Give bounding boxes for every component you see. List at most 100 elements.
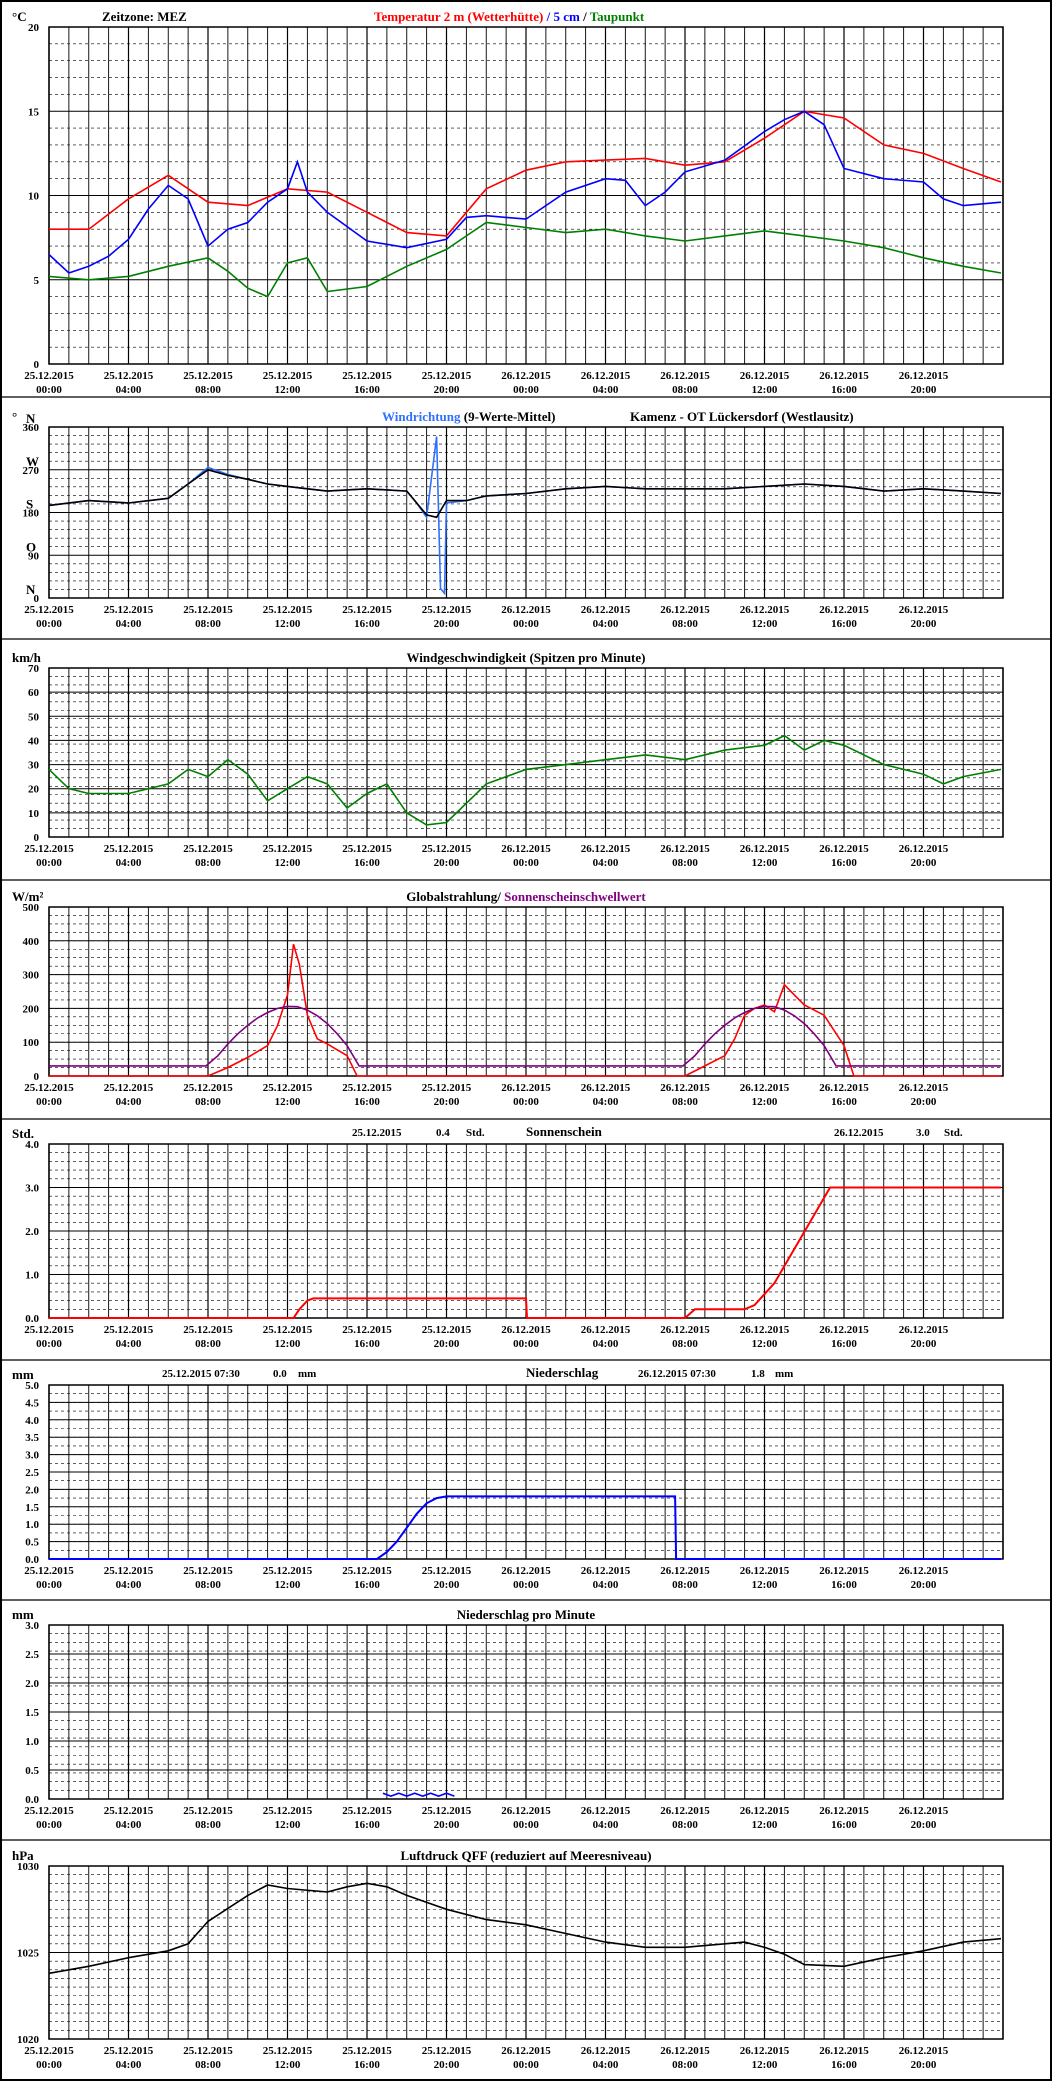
chart-temperature: 0 5 10 15 20°C 25.12.2015 00:00 25.12.2015 04:00…: [12, 9, 1004, 396]
title-part: (9-Werte-Mittel): [461, 409, 556, 424]
x-tick-date: 25.12.2015: [422, 2045, 472, 2057]
x-tick-time: 20:00: [434, 618, 460, 630]
y-tick-label: 1.0: [25, 1736, 39, 1748]
y-tick-label: 0.5: [25, 1537, 39, 1549]
title-part: Temperatur 2 m (Wetterhütte): [374, 9, 543, 24]
y-tick-label: 1.5: [25, 1502, 39, 1514]
x-tick-time: 12:00: [275, 2059, 301, 2071]
series-line: [48, 436, 1002, 596]
x-tick-time: 12:00: [275, 1338, 301, 1350]
title-part: 5 cm: [553, 9, 580, 24]
x-tick-time: 16:00: [354, 2059, 380, 2071]
series-line: [49, 110, 1002, 237]
x-tick-time: 08:00: [672, 618, 698, 630]
y-tick-label: 0.0: [25, 1794, 39, 1806]
x-tick-time: 16:00: [831, 2059, 857, 2071]
x-tick-date: 25.12.2015: [104, 1324, 154, 1336]
x-tick-date: 26.12.2015: [740, 1324, 790, 1336]
x-tick-date: 26.12.2015: [899, 2045, 949, 2057]
x-tick-time: 20:00: [434, 2059, 460, 2071]
x-tick-date: 25.12.2015: [263, 1565, 313, 1577]
x-tick-date: 26.12.2015: [819, 1805, 869, 1817]
x-tick-time: 12:00: [275, 857, 301, 869]
x-tick-time: 04:00: [593, 1096, 619, 1108]
x-tick-date: 26.12.2015: [899, 370, 949, 382]
x-tick-time: 08:00: [195, 618, 221, 630]
x-tick-date: 25.12.2015: [183, 1565, 233, 1577]
x-tick-date: 25.12.2015: [24, 1082, 74, 1094]
title-part: /: [580, 9, 590, 24]
x-tick-time: 00:00: [513, 857, 539, 869]
chart-wind_direction: 0 90 180 270 360 ° N W S O N 25.12.2015 00:00 25.12.2…: [12, 409, 1004, 630]
y-tick-label: 15: [28, 106, 40, 118]
x-tick-date: 26.12.2015: [581, 604, 631, 616]
chart-title: Globalstrahlung/ Sonnenscheinschwellwert: [406, 889, 646, 904]
unit-label: mm: [12, 1607, 34, 1622]
unit-label: km/h: [12, 650, 42, 665]
x-tick-date: 26.12.2015: [581, 1082, 631, 1094]
x-tick-time: 16:00: [831, 1338, 857, 1350]
x-tick-time: 16:00: [831, 618, 857, 630]
summary-unit: mm: [298, 1368, 316, 1380]
title-part: /: [496, 889, 504, 904]
x-tick-date: 26.12.2015: [581, 1324, 631, 1336]
y-tick-label: 270: [23, 465, 40, 477]
series-line: [49, 1005, 1001, 1067]
title-part: /: [543, 9, 553, 24]
series-line: [49, 1495, 1001, 1560]
y-tick-label: 5.0: [25, 1380, 39, 1392]
chart-title: Windgeschwindigkeit (Spitzen pro Minute): [407, 650, 646, 665]
x-tick-time: 12:00: [275, 1096, 301, 1108]
x-tick-time: 20:00: [911, 1819, 937, 1831]
x-tick-date: 26.12.2015: [740, 604, 790, 616]
x-tick-date: 26.12.2015: [819, 2045, 869, 2057]
x-tick-time: 12:00: [275, 1819, 301, 1831]
x-tick-time: 20:00: [911, 1579, 937, 1591]
x-tick-date: 26.12.2015: [501, 1082, 551, 1094]
chart-title: Niederschlag: [526, 1365, 599, 1380]
x-tick-time: 12:00: [752, 857, 778, 869]
x-tick-time: 04:00: [116, 2059, 142, 2071]
y-tick-label: 100: [23, 1037, 40, 1049]
x-tick-time: 00:00: [513, 1338, 539, 1350]
x-tick-date: 26.12.2015: [819, 1324, 869, 1336]
y-tick-label: 180: [23, 508, 40, 520]
x-tick-date: 25.12.2015: [183, 1324, 233, 1336]
x-tick-time: 00:00: [36, 1096, 62, 1108]
x-tick-date: 26.12.2015: [501, 1805, 551, 1817]
compass-label: S: [26, 497, 33, 512]
x-tick-time: 12:00: [752, 1579, 778, 1591]
x-tick-time: 00:00: [36, 1338, 62, 1350]
unit-label: W/m²: [12, 889, 43, 904]
x-tick-time: 08:00: [195, 1819, 221, 1831]
x-tick-time: 16:00: [354, 1819, 380, 1831]
x-tick-time: 20:00: [434, 1096, 460, 1108]
x-tick-date: 26.12.2015: [899, 1324, 949, 1336]
summary-value: 3.0: [916, 1127, 930, 1139]
x-tick-date: 25.12.2015: [422, 1324, 472, 1336]
x-tick-time: 16:00: [354, 384, 380, 396]
x-tick-date: 26.12.2015: [740, 370, 790, 382]
x-tick-date: 26.12.2015: [660, 1565, 710, 1577]
series-line: [48, 221, 1002, 298]
x-tick-time: 08:00: [672, 1819, 698, 1831]
unit-label: °C: [12, 9, 27, 24]
summary-value: 0.0: [273, 1368, 287, 1380]
x-tick-date: 26.12.2015: [899, 1082, 949, 1094]
y-tick-label: 3.0: [25, 1450, 39, 1462]
x-tick-date: 26.12.2015: [899, 1565, 949, 1577]
summary-date: 26.12.2015: [834, 1127, 884, 1139]
y-tick-label: 4.0: [25, 1415, 39, 1427]
y-tick-label: 5: [34, 275, 40, 287]
x-tick-time: 20:00: [911, 1338, 937, 1350]
x-tick-date: 26.12.2015: [660, 604, 710, 616]
x-tick-date: 26.12.2015: [819, 1082, 869, 1094]
x-tick-date: 26.12.2015: [581, 843, 631, 855]
x-tick-date: 26.12.2015: [660, 1324, 710, 1336]
x-tick-date: 26.12.2015: [660, 370, 710, 382]
y-tick-label: 0: [34, 832, 40, 844]
x-tick-time: 12:00: [752, 384, 778, 396]
x-tick-time: 20:00: [911, 2059, 937, 2071]
x-tick-time: 00:00: [513, 1819, 539, 1831]
x-tick-date: 26.12.2015: [740, 1082, 790, 1094]
